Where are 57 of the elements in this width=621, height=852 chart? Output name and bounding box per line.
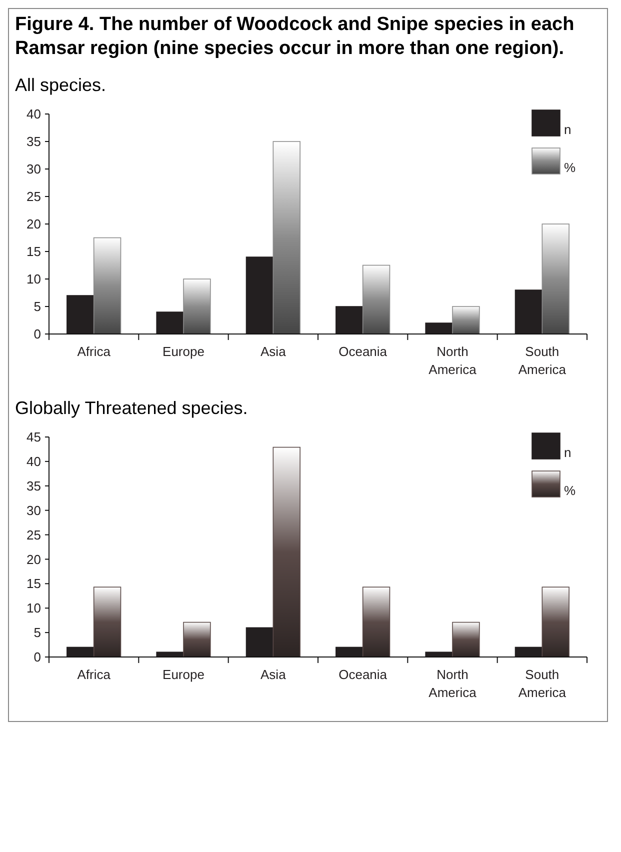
bar xyxy=(452,622,480,658)
y-tick-label: 20 xyxy=(26,216,41,232)
y-tick-label: 25 xyxy=(26,527,41,542)
bar xyxy=(156,312,184,334)
bar xyxy=(183,278,211,334)
legend-label: % xyxy=(564,160,576,175)
y-tick-label: 0 xyxy=(34,326,41,342)
bar xyxy=(542,224,570,334)
bar xyxy=(183,622,211,658)
y-tick-label: 10 xyxy=(26,600,41,616)
x-tick-label: Africa xyxy=(77,667,112,682)
bar xyxy=(452,306,480,334)
bar xyxy=(93,586,122,658)
bar xyxy=(246,627,274,658)
chart-subtitle: All species. xyxy=(15,75,108,96)
x-tick-label: North America xyxy=(428,667,478,700)
y-tick-label: 20 xyxy=(26,552,41,567)
bar xyxy=(93,237,122,334)
y-tick-label: 5 xyxy=(34,625,41,640)
y-tick-label: 30 xyxy=(26,162,41,177)
bar xyxy=(246,256,274,334)
x-tick-label: Africa xyxy=(77,344,112,359)
x-tick-label: Oceania xyxy=(338,667,388,682)
x-tick-label: Europe xyxy=(162,344,204,359)
legend-label: n xyxy=(564,122,572,137)
y-tick-label: 35 xyxy=(26,478,41,494)
y-tick-label: 5 xyxy=(34,299,41,314)
bar xyxy=(272,141,300,334)
x-tick-label: Oceania xyxy=(338,344,388,359)
y-tick-label: 25 xyxy=(26,189,41,204)
legend-label: n xyxy=(564,445,572,460)
y-tick-label: 15 xyxy=(26,576,41,592)
bar xyxy=(362,264,390,334)
bar xyxy=(66,295,94,334)
chart-title: Figure 4. The number of Woodcock and Snipe species in each Ramsar region (nine species occur in more than one region). xyxy=(15,13,576,61)
x-tick-label: South America xyxy=(518,344,567,377)
bar xyxy=(362,586,390,658)
bar xyxy=(336,306,364,334)
y-tick-label: 40 xyxy=(26,454,41,469)
y-tick-label: 45 xyxy=(26,430,41,445)
x-tick-label: Europe xyxy=(162,667,204,682)
y-tick-label: 0 xyxy=(34,650,41,665)
bar xyxy=(542,586,570,658)
y-tick-label: 10 xyxy=(26,272,41,287)
bar xyxy=(514,290,543,334)
legend-label: % xyxy=(564,483,576,498)
x-tick-label: North America xyxy=(428,344,478,377)
x-tick-label: South America xyxy=(518,667,567,700)
y-tick-label: 35 xyxy=(26,134,41,150)
bar xyxy=(425,322,453,334)
y-tick-label: 30 xyxy=(26,502,41,518)
bar xyxy=(272,446,300,658)
y-tick-label: 40 xyxy=(26,106,41,122)
x-tick-label: Asia xyxy=(260,667,287,682)
y-tick-label: 15 xyxy=(26,244,41,260)
chart-subtitle: Globally Threatened species. xyxy=(15,398,249,419)
x-tick-label: Asia xyxy=(260,344,287,359)
